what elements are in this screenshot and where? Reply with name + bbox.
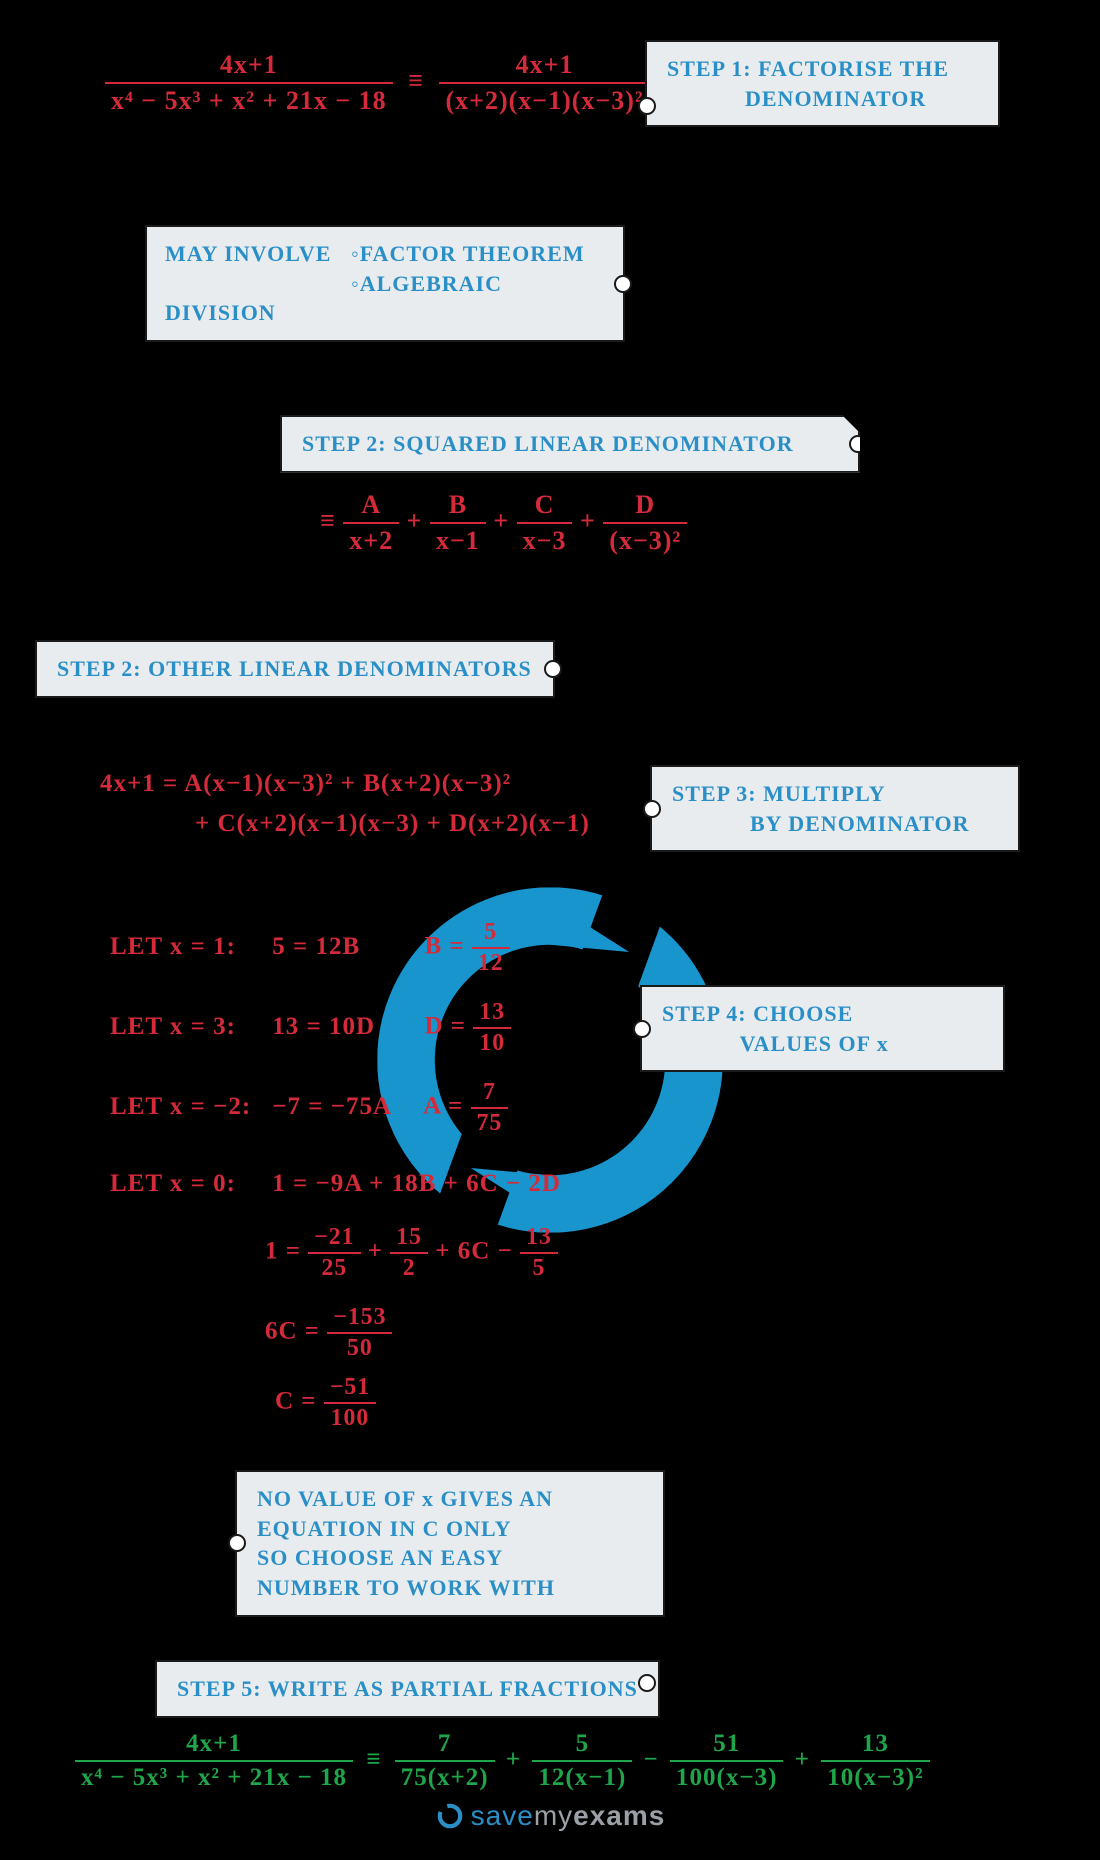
equation-sub-x3: LET x = 3: 13 = 10D D = 1310 bbox=[110, 1000, 630, 1056]
brand-swirl-icon bbox=[435, 1801, 465, 1831]
callout-step-2-other: STEP 2: OTHER LINEAR DENOMINATORS bbox=[35, 640, 555, 698]
equation-sub-xminus2: LET x = −2: −7 = −75A A = 775 bbox=[110, 1080, 630, 1136]
equation-sub-x0-line3: 6C = −15350 bbox=[265, 1305, 392, 1361]
equation-partial-template: ≡ Ax+2 + Bx−1 + Cx−3 + D(x−3)² bbox=[320, 490, 687, 556]
equation-sub-x0-line2: 1 = −2125 + 152 + 6C − 135 bbox=[265, 1225, 558, 1281]
callout-step-4: STEP 4: CHOOSE VALUES OF x bbox=[640, 985, 1005, 1072]
equation-original: 4x+1x⁴ − 5x³ + x² + 21x − 18 ≡ 4x+1(x+2)… bbox=[105, 50, 650, 116]
equation-sub-x1: LET x = 1: 5 = 12B B = 512 bbox=[110, 920, 630, 976]
callout-note-c: NO VALUE OF x GIVES AN EQUATION IN C ONL… bbox=[235, 1470, 665, 1617]
equation-final-answer: 4x+1x⁴ − 5x³ + x² + 21x − 18 ≡ 775(x+2) … bbox=[75, 1730, 930, 1792]
callout-step-1: STEP 1: FACTORISE THE DENOMINATOR bbox=[645, 40, 1000, 127]
equation-sub-x0-line4: C = −51100 bbox=[275, 1375, 376, 1431]
callout-step-3: STEP 3: MULTIPLY BY DENOMINATOR bbox=[650, 765, 1020, 852]
equation-multiplied-line1: 4x+1 = A(x−1)(x−3)² + B(x+2)(x−3)² bbox=[100, 770, 511, 798]
callout-step-5: STEP 5: WRITE AS PARTIAL FRACTIONS bbox=[155, 1660, 660, 1718]
equation-multiplied-line2: + C(x+2)(x−1)(x−3) + D(x+2)(x−1) bbox=[195, 810, 590, 838]
callout-may-involve: MAY INVOLVE ◦FACTOR THEOREM MAY INVOLVE … bbox=[145, 225, 625, 342]
callout-step-2-squared: STEP 2: SQUARED LINEAR DENOMINATOR bbox=[280, 415, 860, 473]
equation-sub-x0-line1: LET x = 0: 1 = −9A + 18B + 6C − 2D bbox=[110, 1170, 561, 1198]
footer-brand: savemyexams bbox=[0, 1800, 1100, 1832]
